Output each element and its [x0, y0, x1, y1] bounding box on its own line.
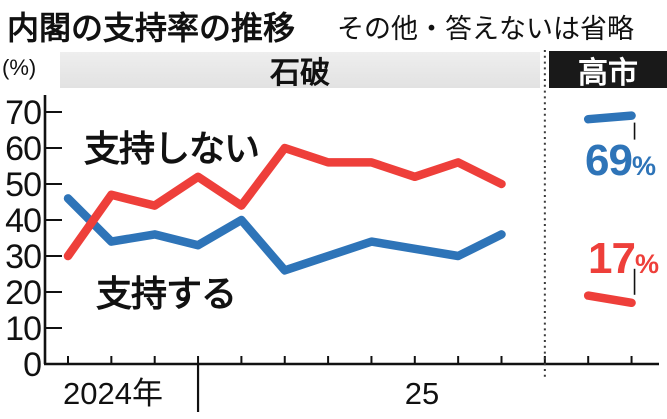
support-line [63, 194, 506, 275]
takaichi-support-percent-sign: % [631, 151, 656, 181]
oppose-series-label: 支持しない [84, 128, 260, 169]
oppose-line [63, 143, 506, 261]
support-series-label: 支持する [96, 273, 237, 314]
takaichi-support-value: 69% [585, 136, 656, 186]
takaichi-oppose-percent-sign: % [634, 249, 659, 279]
page-title: 内閣の支持率の推移 [7, 10, 296, 46]
y-tick-label: 40 [5, 202, 41, 240]
y-tick-label: 50 [5, 166, 41, 204]
y-tick-label: 10 [5, 310, 41, 348]
x-year-label: 2024年 [63, 376, 163, 411]
takaichi-period-header: 高市 [549, 51, 667, 90]
percent-unit-label: (%) [2, 55, 37, 80]
y-tick-label: 70 [5, 94, 41, 132]
ishiba-period-label: 石破 [270, 57, 330, 90]
y-tick-label: 30 [5, 238, 41, 276]
takaichi-oppose-segment [583, 291, 636, 308]
y-tick-label: 0 [23, 346, 41, 384]
takaichi-support-segment [583, 111, 636, 124]
ishiba-period-header: 石破 [60, 52, 540, 90]
takaichi-period-label: 高市 [578, 56, 638, 90]
x-year-label: 25 [405, 376, 439, 411]
takaichi-support-number: 69 [585, 136, 633, 185]
y-tick-label: 60 [5, 130, 41, 168]
takaichi-oppose-number: 17 [588, 234, 636, 283]
takaichi-oppose-value: 17% [588, 234, 659, 284]
y-tick-label: 20 [5, 274, 41, 312]
page-subtitle: その他・答えないは省略 [337, 14, 634, 44]
